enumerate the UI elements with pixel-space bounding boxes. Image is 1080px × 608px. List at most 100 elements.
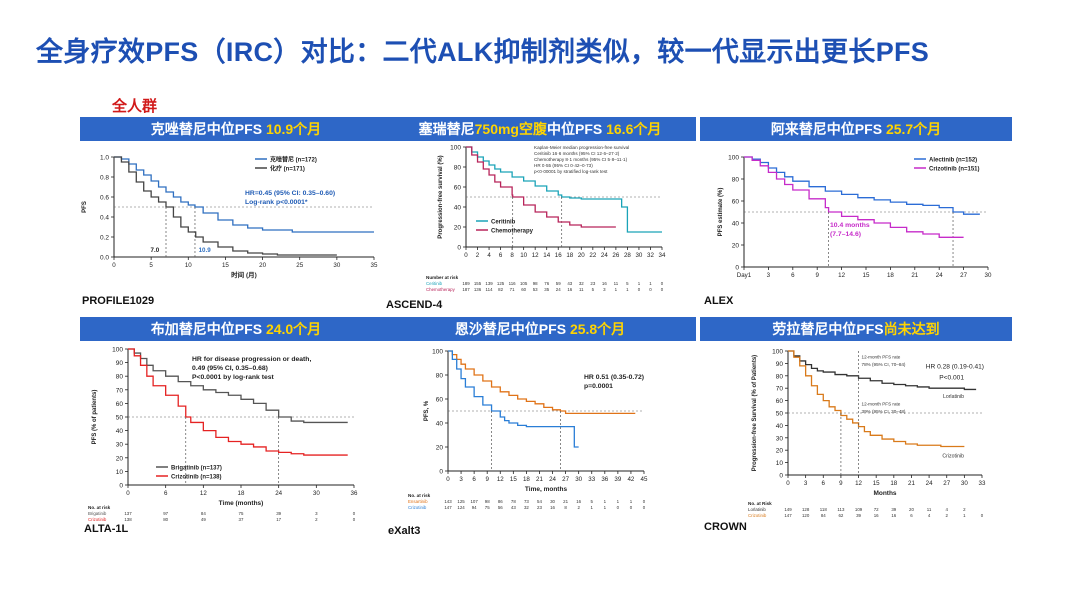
x-tick-label: 45 [641, 476, 648, 483]
x-tick-label: 0 [126, 490, 130, 497]
annotation-text: 39% (95% CI, 30–48) [862, 409, 906, 414]
x-axis-label: Time (months) [219, 500, 264, 507]
header-text: 塞瑞替尼 [418, 121, 475, 137]
risk-value: 0 [353, 517, 356, 522]
risk-row-name: Ensartinib [408, 499, 428, 504]
y-tick-label: 40 [436, 421, 444, 428]
header-highlight: 10.9个月 [265, 121, 322, 137]
risk-value: 125 [457, 499, 465, 504]
annotation-text: HR 0.51 (0.35-0.72) [584, 374, 644, 381]
x-tick-label: 21 [908, 480, 915, 487]
risk-value: 71 [510, 287, 515, 292]
risk-row-name: Crizotinib [88, 517, 107, 522]
x-tick-label: 24 [926, 480, 933, 487]
slide-title: 全身疗效PFS（IRC）对比：二代ALK抑制剂类似，较一代显示出更长PFS [36, 37, 930, 67]
x-tick-label: 25 [296, 262, 303, 269]
x-tick-label: 3 [459, 476, 463, 483]
risk-value: 4 [946, 507, 949, 512]
x-tick-label: 18 [890, 480, 897, 487]
y-tick-label: 70 [776, 386, 784, 393]
y-tick-label: 40 [116, 428, 124, 435]
header-highlight-2: 16.6个月 [606, 121, 662, 137]
x-tick-label: 12 [497, 476, 504, 483]
series-line-2 [466, 146, 616, 228]
panel-header: 布加替尼中位PFS 24.0个月 [80, 317, 392, 341]
risk-value: 16 [891, 513, 896, 518]
risk-value: 124 [457, 505, 465, 510]
annotation-text: Ceritinib 16·6 months (95% CI 12·6–27·2) [534, 151, 620, 156]
annotation-text: Kaplan-Meier median progression-free sur… [534, 145, 629, 150]
risk-value: 39 [891, 507, 896, 512]
y-tick-label: 0.8 [100, 175, 109, 182]
legend-label: Chemotherapy [491, 229, 534, 235]
y-tick-label: 0 [439, 469, 443, 476]
y-axis-label: PFS estimate (%) [718, 188, 724, 237]
legend-label: Crizotinib (n=151) [929, 167, 980, 173]
risk-value: 32 [579, 281, 584, 286]
risk-value: 5 [626, 281, 629, 286]
x-tick-label: 3 [767, 272, 771, 279]
x-tick-label: 24 [275, 490, 282, 497]
risk-value: 3 [315, 511, 318, 516]
annotation-text: Log-rank p<0.0001* [245, 199, 308, 206]
series-line-2 [128, 348, 348, 456]
risk-value: 155 [474, 281, 482, 286]
risk-value: 75 [239, 511, 244, 516]
header-highlight: 25.8个月 [569, 321, 626, 337]
y-tick-label: 60 [454, 185, 462, 192]
risk-value: 125 [497, 281, 505, 286]
risk-value: 0 [661, 281, 664, 286]
x-tick-label: 21 [536, 476, 543, 483]
population-label: 全人群 [112, 98, 158, 115]
x-tick-label: 36 [351, 490, 358, 497]
trial-label: eXalt3 [388, 525, 421, 537]
risk-row-name: Crizotinib [408, 505, 427, 510]
risk-value: 114 [486, 287, 494, 292]
risk-value: 62 [838, 513, 843, 518]
series-line-2 [448, 350, 579, 448]
risk-value: 21 [563, 499, 568, 504]
y-tick-label: 20 [776, 448, 784, 455]
plot-area: 0 20 40 60 80 100 Day1 3 6 9 12 15 18 21 24 27 30 PFS est… [718, 155, 992, 280]
y-tick-label: 40 [454, 205, 462, 212]
x-tick-label: 26 [612, 252, 619, 259]
risk-value: 49 [201, 517, 206, 522]
risk-row-name: Crizotinib [748, 513, 767, 518]
risk-value: 97 [163, 511, 168, 516]
risk-value: 43 [511, 505, 516, 510]
risk-value: 0 [643, 505, 646, 510]
risk-row-name: Ceritinib [426, 281, 443, 286]
y-tick-label: 80 [454, 165, 462, 172]
risk-row-name: Brigatinib [88, 511, 107, 516]
x-tick-label: 32 [647, 252, 654, 259]
x-tick-label: 24 [549, 476, 556, 483]
risk-table-label: No. at Risk [748, 501, 772, 506]
y-tick-label: 0.2 [100, 235, 109, 242]
y-tick-label: 60 [116, 401, 124, 408]
x-tick-label: 6 [499, 252, 503, 259]
x-tick-label: Day1 [737, 272, 752, 279]
risk-value: 11 [927, 507, 932, 512]
y-tick-label: 90 [116, 360, 124, 367]
y-axis-label: Progression-free survival (%) [438, 155, 444, 238]
risk-value: 73 [524, 499, 529, 504]
x-tick-label: 12 [855, 480, 862, 487]
risk-value: 37 [239, 517, 244, 522]
header-highlight: 750mg空腹 [474, 121, 547, 137]
annotation-p: P<0.001 [939, 375, 964, 382]
risk-value: 1 [630, 499, 633, 504]
annotation-text: p<0·00001 by stratified log-rank test [534, 169, 608, 174]
risk-table-label: Number at risk [426, 275, 459, 280]
risk-value: 0 [630, 505, 633, 510]
km-chart-alex: 0 20 40 60 80 100 Day1 3 6 9 12 15 18 21 24 27 30 PFS est… [718, 155, 992, 280]
x-tick-label: 9 [485, 476, 489, 483]
risk-value: 43 [567, 281, 572, 286]
x-axis-label: Time, months [525, 486, 568, 493]
risk-value: 2 [577, 505, 580, 510]
y-tick-label: 20 [732, 243, 740, 250]
x-tick-label: 0 [446, 476, 450, 483]
x-tick-label: 21 [911, 272, 918, 279]
